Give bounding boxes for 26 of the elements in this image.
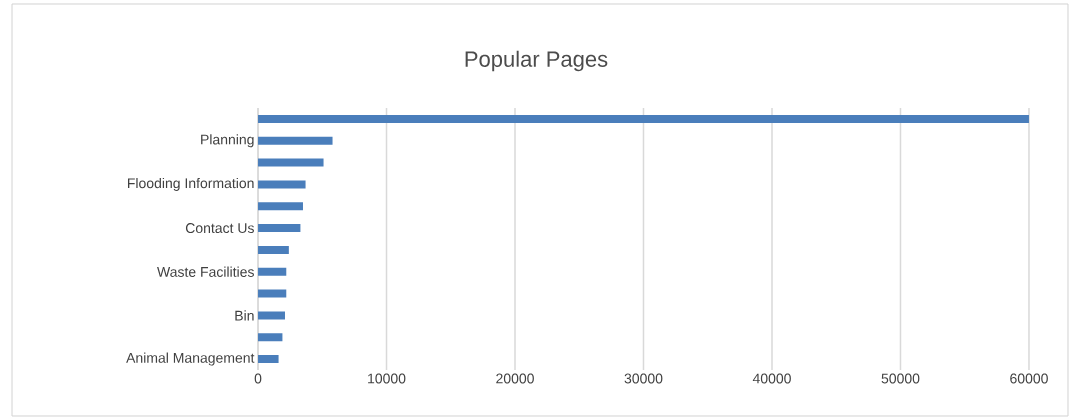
- bar: [258, 289, 287, 298]
- y-tick-label: Bin: [235, 310, 254, 321]
- x-tick-label: 10000: [368, 373, 406, 384]
- bar: [258, 136, 333, 145]
- bar: [258, 224, 301, 233]
- x-tick-label: 50000: [881, 373, 920, 384]
- y-tick-label: Flooding Information: [128, 177, 254, 191]
- x-tick-label: 20000: [496, 373, 534, 384]
- x-tick-label: 30000: [624, 373, 663, 384]
- bar: [258, 114, 1029, 123]
- y-tick-label: Contact Us: [185, 223, 254, 234]
- y-tick-label: Animal Management: [126, 352, 255, 366]
- bar: [258, 333, 283, 342]
- x-tick-label: 60000: [1010, 373, 1048, 384]
- bar: [258, 180, 306, 189]
- chart-title: Popular Pages: [465, 50, 608, 72]
- x-tick-label: 40000: [752, 373, 791, 384]
- bar: [258, 267, 287, 276]
- bar: [258, 355, 279, 364]
- x-tick-label: 0: [254, 373, 262, 384]
- bar: [258, 158, 324, 167]
- bar: [258, 202, 303, 211]
- bar: [258, 311, 285, 320]
- bar: [258, 245, 289, 254]
- y-tick-label: Waste Facilities: [157, 266, 254, 277]
- y-tick-label: Planning: [201, 134, 254, 148]
